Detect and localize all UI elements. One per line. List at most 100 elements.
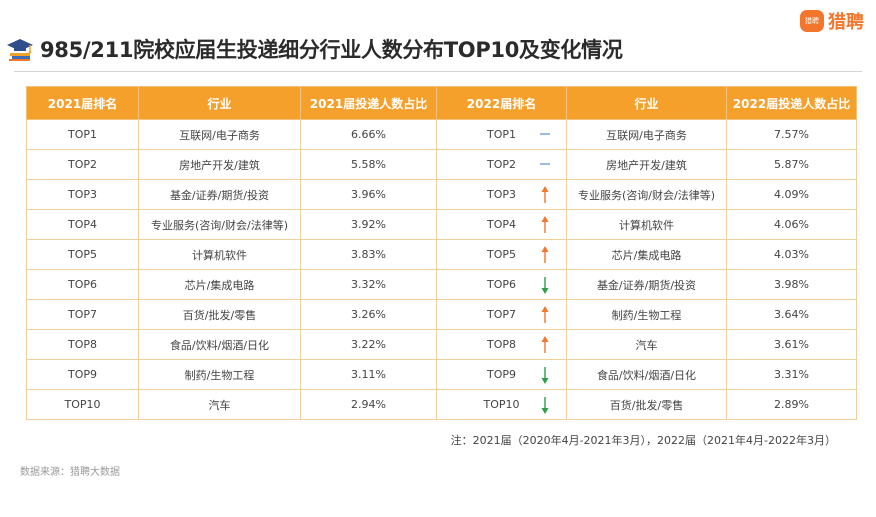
- rank-2022-label: TOP4: [487, 218, 516, 231]
- logo-mark: 猎聘: [800, 10, 824, 32]
- share-2022-cell: 2.89%: [727, 390, 857, 420]
- rank-2022-cell: TOP7: [437, 300, 567, 330]
- trend-up-icon: [540, 186, 550, 204]
- rank-2022-cell: TOP4: [437, 210, 567, 240]
- table-row: TOP7 百货/批发/零售 3.26% TOP7 制药/生物工程 3.64%: [27, 300, 857, 330]
- rank-2021-cell: TOP5: [27, 240, 139, 270]
- industry-2022-cell: 专业服务(咨询/财会/法律等): [567, 180, 727, 210]
- industry-2021-cell: 房地产开发/建筑: [139, 150, 301, 180]
- rank-2022-label: TOP2: [487, 158, 516, 171]
- industry-2021-cell: 互联网/电子商务: [139, 120, 301, 150]
- share-2022-cell: 3.98%: [727, 270, 857, 300]
- share-2021-cell: 5.58%: [301, 150, 437, 180]
- table-body: TOP1 互联网/电子商务 6.66% TOP1 互联网/电子商务 7.57% TOP2 房地…: [27, 120, 857, 420]
- share-2021-cell: 3.96%: [301, 180, 437, 210]
- trend-flat-icon: [540, 126, 550, 144]
- share-2022-cell: 3.31%: [727, 360, 857, 390]
- share-2021-cell: 3.83%: [301, 240, 437, 270]
- rank-2022-cell: TOP1: [437, 120, 567, 150]
- header-share-2022: 2022届投递人数占比: [727, 87, 857, 120]
- table-row: TOP5 计算机软件 3.83% TOP5 芯片/集成电路 4.03%: [27, 240, 857, 270]
- rank-2022-cell: TOP3: [437, 180, 567, 210]
- industry-2022-cell: 食品/饮料/烟酒/日化: [567, 360, 727, 390]
- rank-2021-cell: TOP4: [27, 210, 139, 240]
- share-2022-cell: 3.64%: [727, 300, 857, 330]
- share-2022-cell: 4.06%: [727, 210, 857, 240]
- header-rank-2022: 2022届排名: [437, 87, 567, 120]
- trend-up-icon: [540, 306, 550, 324]
- industry-2021-cell: 基金/证券/期货/投资: [139, 180, 301, 210]
- rank-2021-cell: TOP9: [27, 360, 139, 390]
- industry-2021-cell: 计算机软件: [139, 240, 301, 270]
- ranking-table: 2021届排名 行业 2021届投递人数占比 2022届排名 行业 2022届投…: [26, 86, 857, 420]
- rank-2022-label: TOP8: [487, 338, 516, 351]
- table-row: TOP2 房地产开发/建筑 5.58% TOP2 房地产开发/建筑 5.87%: [27, 150, 857, 180]
- table-row: TOP6 芯片/集成电路 3.32% TOP6 基金/证券/期货/投资 3.98%: [27, 270, 857, 300]
- title-row: 985/211院校应届生投递细分行业人数分布TOP10及变化情况: [6, 34, 623, 64]
- trend-down-icon: [540, 396, 550, 414]
- header-share-2021: 2021届投递人数占比: [301, 87, 437, 120]
- industry-2022-cell: 汽车: [567, 330, 727, 360]
- table-row: TOP1 互联网/电子商务 6.66% TOP1 互联网/电子商务 7.57%: [27, 120, 857, 150]
- logo-text: 猎聘: [828, 8, 864, 34]
- rank-2022-cell: TOP2: [437, 150, 567, 180]
- trend-down-icon: [540, 276, 550, 294]
- header-rank-2021: 2021届排名: [27, 87, 139, 120]
- trend-down-icon: [540, 366, 550, 384]
- rank-2022-cell: TOP10: [437, 390, 567, 420]
- share-2022-cell: 3.61%: [727, 330, 857, 360]
- rank-2021-cell: TOP8: [27, 330, 139, 360]
- share-2021-cell: 3.11%: [301, 360, 437, 390]
- share-2021-cell: 3.32%: [301, 270, 437, 300]
- trend-up-icon: [540, 246, 550, 264]
- industry-2022-cell: 百货/批发/零售: [567, 390, 727, 420]
- industry-2021-cell: 制药/生物工程: [139, 360, 301, 390]
- rank-2021-cell: TOP1: [27, 120, 139, 150]
- liepin-logo: 猎聘 猎聘: [800, 8, 864, 34]
- industry-2022-cell: 芯片/集成电路: [567, 240, 727, 270]
- rank-2022-label: TOP10: [483, 398, 519, 411]
- share-2021-cell: 2.94%: [301, 390, 437, 420]
- rank-2022-label: TOP6: [487, 278, 516, 291]
- table-row: TOP9 制药/生物工程 3.11% TOP9 食品/饮料/烟酒/日化 3.31%: [27, 360, 857, 390]
- industry-2021-cell: 芯片/集成电路: [139, 270, 301, 300]
- table-header-row: 2021届排名 行业 2021届投递人数占比 2022届排名 行业 2022届投…: [27, 87, 857, 120]
- rank-2022-cell: TOP9: [437, 360, 567, 390]
- table-row: TOP8 食品/饮料/烟酒/日化 3.22% TOP8 汽车 3.61%: [27, 330, 857, 360]
- trend-flat-icon: [540, 156, 550, 174]
- industry-2022-cell: 互联网/电子商务: [567, 120, 727, 150]
- rank-2022-label: TOP7: [487, 308, 516, 321]
- share-2022-cell: 7.57%: [727, 120, 857, 150]
- graduation-cap-icon: [6, 36, 34, 62]
- rank-2021-cell: TOP7: [27, 300, 139, 330]
- title-divider: [14, 71, 862, 72]
- share-2021-cell: 6.66%: [301, 120, 437, 150]
- table-row: TOP4 专业服务(咨询/财会/法律等) 3.92% TOP4 计算机软件 4.06%: [27, 210, 857, 240]
- industry-2022-cell: 房地产开发/建筑: [567, 150, 727, 180]
- rank-2021-cell: TOP3: [27, 180, 139, 210]
- rank-2022-cell: TOP6: [437, 270, 567, 300]
- share-2021-cell: 3.26%: [301, 300, 437, 330]
- rank-2022-label: TOP5: [487, 248, 516, 261]
- table-row: TOP3 基金/证券/期货/投资 3.96% TOP3 专业服务(咨询/财会/法律等) 4…: [27, 180, 857, 210]
- rank-2022-label: TOP9: [487, 368, 516, 381]
- rank-2022-cell: TOP5: [437, 240, 567, 270]
- rank-2022-cell: TOP8: [437, 330, 567, 360]
- data-source: 数据来源：猎聘大数据: [20, 463, 120, 478]
- industry-2021-cell: 专业服务(咨询/财会/法律等): [139, 210, 301, 240]
- industry-2022-cell: 计算机软件: [567, 210, 727, 240]
- header-industry-2022: 行业: [567, 87, 727, 120]
- period-note: 注：2021届（2020年4月-2021年3月），2022届（2021年4月-2…: [451, 432, 836, 448]
- trend-up-icon: [540, 336, 550, 354]
- industry-2021-cell: 百货/批发/零售: [139, 300, 301, 330]
- share-2021-cell: 3.92%: [301, 210, 437, 240]
- share-2021-cell: 3.22%: [301, 330, 437, 360]
- rank-2021-cell: TOP6: [27, 270, 139, 300]
- page-title: 985/211院校应届生投递细分行业人数分布TOP10及变化情况: [40, 34, 623, 64]
- rank-2022-label: TOP3: [487, 188, 516, 201]
- industry-2021-cell: 汽车: [139, 390, 301, 420]
- industry-2022-cell: 制药/生物工程: [567, 300, 727, 330]
- rank-2021-cell: TOP2: [27, 150, 139, 180]
- trend-up-icon: [540, 216, 550, 234]
- table-row: TOP10 汽车 2.94% TOP10 百货/批发/零售 2.89%: [27, 390, 857, 420]
